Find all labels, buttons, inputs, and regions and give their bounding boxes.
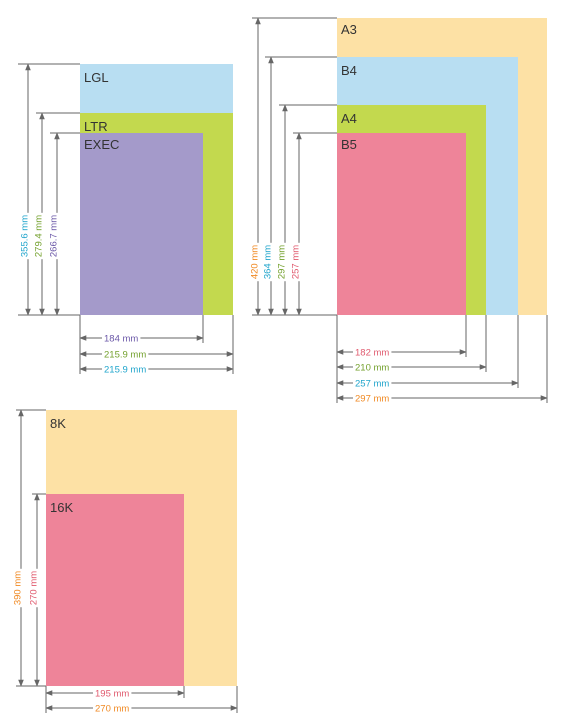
- height-label-bg-exec-h: [50, 212, 63, 260]
- width-label-b4-w: 257 mm: [355, 379, 389, 390]
- height-label-a3-h: 420 mm: [250, 245, 261, 279]
- height-label-bg-k8-h: [14, 568, 27, 608]
- height-label-bg-ltr-h: [35, 212, 48, 260]
- height-label-bg-a4-h: [278, 242, 291, 282]
- width-label-bg-ltr-w: [102, 348, 149, 362]
- width-label-bg-exec-w: [102, 332, 141, 346]
- width-label-bg-a4-w: [353, 361, 392, 375]
- height-label-b5-h: 257 mm: [291, 245, 302, 279]
- paper-b5: [337, 133, 466, 315]
- width-label-bg-k16-w: [93, 687, 132, 701]
- paper-label-k8: 8K: [50, 416, 66, 431]
- paper-label-a4: A4: [341, 111, 357, 126]
- paper-label-k16: 16K: [50, 500, 73, 515]
- height-label-k8-h: 390 mm: [13, 571, 24, 605]
- height-label-exec-h: 266.7 mm: [49, 215, 60, 257]
- height-label-b4-h: 364 mm: [263, 245, 274, 279]
- width-label-exec-w: 184 mm: [104, 334, 138, 345]
- paper-label-exec: EXEC: [84, 137, 119, 152]
- height-label-a4-h: 297 mm: [277, 245, 288, 279]
- height-label-bg-b4-h: [264, 242, 277, 282]
- width-label-lgl-w: 215.9 mm: [104, 365, 146, 376]
- paper-label-a3: A3: [341, 22, 357, 37]
- paper-label-b4: B4: [341, 63, 357, 78]
- height-label-bg-lgl-h: [21, 212, 34, 260]
- height-label-lgl-h: 355.6 mm: [20, 215, 31, 257]
- width-label-a3-w: 297 mm: [355, 394, 389, 405]
- width-label-bg-lgl-w: [102, 363, 149, 377]
- width-label-bg-b4-w: [353, 377, 392, 391]
- height-label-bg-b5-h: [292, 242, 305, 282]
- paper-k16: [46, 494, 184, 686]
- paper-exec: [80, 133, 203, 315]
- paper-label-ltr: LTR: [84, 119, 108, 134]
- paper-label-b5: B5: [341, 137, 357, 152]
- paper-label-lgl: LGL: [84, 70, 109, 85]
- width-label-k16-w: 195 mm: [95, 689, 129, 700]
- width-label-a4-w: 210 mm: [355, 363, 389, 374]
- height-label-bg-a3-h: [251, 242, 264, 282]
- height-label-k16-h: 270 mm: [29, 571, 40, 605]
- width-label-bg-b5-w: [353, 346, 392, 360]
- height-label-bg-k16-h: [30, 568, 43, 608]
- height-label-ltr-h: 279.4 mm: [34, 215, 45, 257]
- width-label-k8-w: 270 mm: [95, 704, 129, 715]
- width-label-bg-a3-w: [353, 392, 392, 406]
- width-label-b5-w: 182 mm: [355, 348, 389, 359]
- width-label-ltr-w: 215.9 mm: [104, 350, 146, 361]
- width-label-bg-k8-w: [93, 702, 132, 716]
